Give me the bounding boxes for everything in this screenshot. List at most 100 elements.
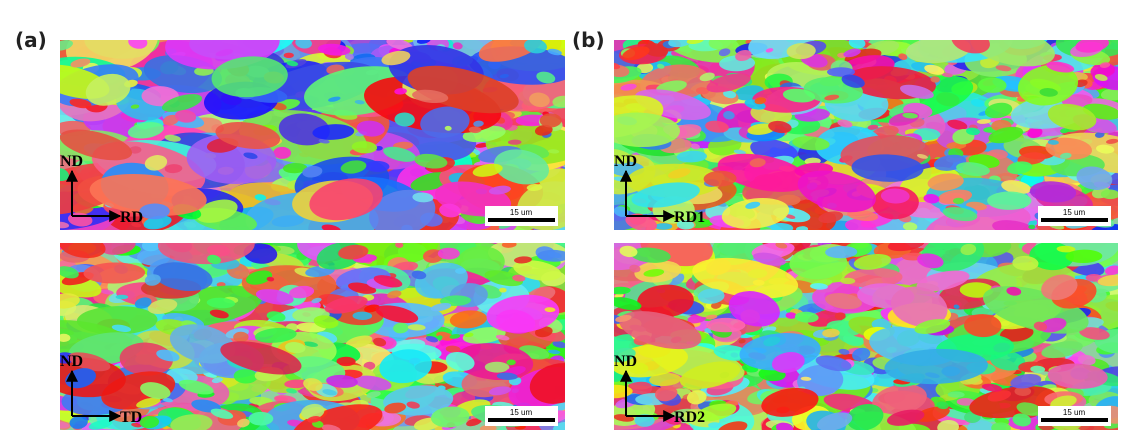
- grain: [147, 298, 178, 315]
- grain: [452, 42, 463, 50]
- grain: [706, 317, 746, 333]
- grain: [765, 48, 774, 53]
- grain: [303, 341, 318, 347]
- grain: [795, 226, 809, 230]
- grain: [449, 310, 487, 329]
- grain: [111, 324, 131, 332]
- grain: [513, 260, 562, 281]
- grain: [89, 173, 207, 216]
- grain: [393, 322, 409, 334]
- grain: [614, 112, 680, 148]
- scale-bar-label: 15 um: [510, 208, 533, 217]
- grain: [273, 146, 292, 159]
- grain: [60, 293, 80, 309]
- grain: [307, 416, 322, 423]
- grain: [303, 378, 323, 391]
- grain: [336, 356, 356, 367]
- grain: [1014, 386, 1032, 397]
- grain: [548, 349, 561, 355]
- grain: [255, 289, 294, 305]
- grain: [386, 40, 413, 51]
- grain: [379, 349, 432, 384]
- grain: [867, 124, 879, 130]
- grain: [1060, 152, 1072, 159]
- grain: [207, 244, 230, 257]
- grain: [770, 222, 794, 230]
- axis-label: ND: [614, 353, 637, 370]
- grain: [248, 411, 274, 426]
- scale-bar: [1041, 218, 1108, 222]
- scale-bar-label: 15 um: [1063, 408, 1086, 417]
- grain: [286, 60, 299, 67]
- grain: [768, 120, 792, 134]
- grain: [284, 379, 309, 389]
- grain: [1007, 161, 1033, 175]
- grain: [643, 269, 665, 277]
- grain: [930, 76, 940, 83]
- grain: [115, 294, 129, 300]
- grain: [1060, 128, 1069, 134]
- grain: [215, 121, 281, 150]
- grain: [792, 136, 830, 151]
- grain: [797, 364, 844, 397]
- grain: [407, 324, 426, 331]
- grain: [507, 139, 522, 145]
- grain: [356, 120, 385, 137]
- grain: [614, 347, 636, 363]
- grain: [837, 119, 853, 128]
- grain: [988, 126, 1024, 144]
- grain: [534, 124, 553, 136]
- grain: [1041, 274, 1078, 301]
- grain: [420, 106, 470, 138]
- grain: [170, 414, 213, 430]
- grain: [898, 53, 908, 60]
- grain: [917, 253, 944, 269]
- grain: [264, 198, 281, 206]
- grain: [233, 331, 249, 343]
- grain: [1027, 127, 1043, 139]
- grain: [286, 388, 297, 394]
- grain: [853, 254, 892, 270]
- grain: [686, 390, 707, 405]
- grain: [1075, 40, 1109, 53]
- grain: [499, 287, 507, 293]
- grain: [815, 355, 852, 372]
- grain: [992, 220, 1036, 230]
- grain: [311, 297, 322, 304]
- grain: [178, 379, 214, 395]
- grain: [69, 415, 88, 429]
- grain: [614, 297, 642, 311]
- grain: [825, 293, 862, 310]
- grain: [763, 336, 781, 347]
- grain: [1047, 363, 1108, 389]
- grain: [614, 64, 630, 78]
- grain: [692, 257, 799, 299]
- grain: [761, 387, 819, 417]
- grain: [246, 270, 273, 285]
- grain: [1056, 245, 1076, 253]
- grain: [340, 160, 367, 174]
- grain: [899, 84, 934, 99]
- grain: [384, 402, 406, 414]
- grain: [656, 63, 665, 69]
- grain: [328, 96, 341, 102]
- grain: [984, 102, 1013, 119]
- grain: [444, 125, 452, 131]
- grain: [295, 40, 312, 49]
- grain: [987, 390, 1012, 402]
- grain: [322, 389, 337, 396]
- grain: [827, 67, 855, 77]
- grain: [127, 122, 164, 139]
- grain: [164, 134, 181, 142]
- grain: [466, 418, 482, 427]
- grain: [366, 391, 381, 398]
- grain: [824, 94, 840, 101]
- grain: [822, 328, 840, 338]
- grain: [153, 262, 213, 292]
- grain: [464, 332, 474, 338]
- grain: [1017, 64, 1079, 106]
- grain: [937, 419, 959, 430]
- grain: [495, 334, 510, 341]
- grain: [978, 77, 1007, 93]
- grain: [411, 270, 427, 280]
